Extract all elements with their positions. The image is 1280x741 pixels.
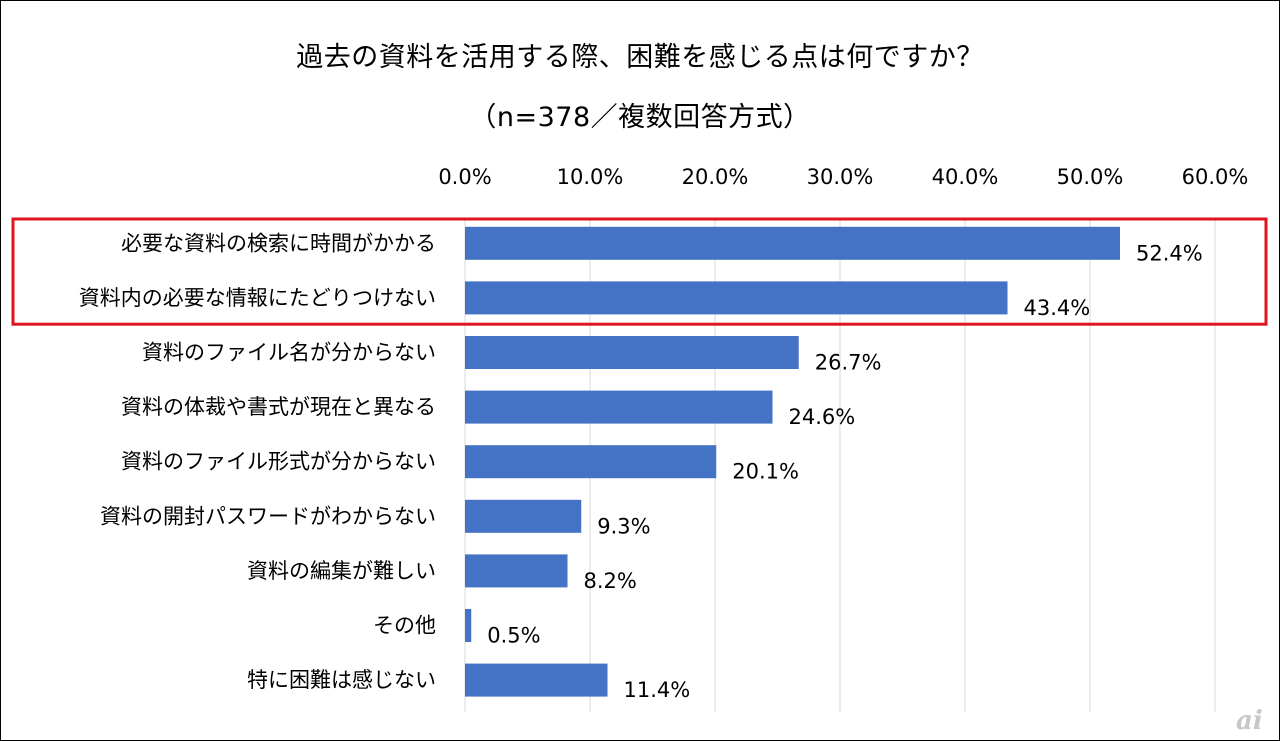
category-label: 資料内の必要な情報にたどりつけない	[79, 286, 436, 310]
x-tick-label: 40.0%	[932, 165, 999, 189]
bar	[465, 336, 799, 369]
x-tick-label: 10.0%	[557, 165, 624, 189]
x-tick-label: 20.0%	[682, 165, 749, 189]
bar	[465, 554, 568, 588]
data-label: 0.5%	[487, 624, 540, 648]
x-tick-label: 0.0%	[438, 165, 491, 189]
bar	[465, 663, 608, 697]
category-label: その他	[373, 614, 436, 638]
bar	[465, 281, 1008, 315]
data-label: 52.4%	[1136, 241, 1203, 265]
category-label: 資料の開封パスワードがわからない	[100, 504, 436, 528]
bar	[465, 609, 472, 642]
x-tick-label: 50.0%	[1057, 165, 1124, 189]
bar	[465, 499, 582, 533]
data-label: 20.1%	[732, 460, 799, 484]
x-tick-label: 30.0%	[807, 165, 874, 189]
data-label: 8.2%	[584, 569, 637, 593]
bar	[465, 226, 1120, 260]
watermark-logo: ai	[1236, 706, 1263, 736]
category-label: 必要な資料の検索に時間がかかる	[121, 231, 436, 255]
chart-subtitle: （n=378／複数回答方式）	[469, 102, 811, 133]
category-label: 資料のファイル形式が分からない	[121, 450, 436, 474]
category-label: 資料のファイル名が分からない	[142, 341, 436, 365]
data-label: 43.4%	[1024, 296, 1091, 320]
chart-title: 過去の資料を活用する際、困難を感じる点は何ですか？	[296, 42, 984, 73]
bar	[465, 445, 717, 479]
data-label: 26.7%	[815, 351, 882, 375]
category-label: 資料の体裁や書式が現在と異なる	[121, 395, 436, 419]
x-tick-label: 60.0%	[1182, 165, 1249, 189]
bar	[465, 390, 773, 424]
highlight-box	[11, 217, 1268, 326]
data-label: 24.6%	[789, 405, 856, 429]
category-label: 特に困難は感じない	[247, 668, 436, 692]
data-label: 9.3%	[597, 514, 650, 538]
category-label: 資料の編集が難しい	[247, 559, 436, 583]
data-label: 11.4%	[624, 678, 691, 702]
